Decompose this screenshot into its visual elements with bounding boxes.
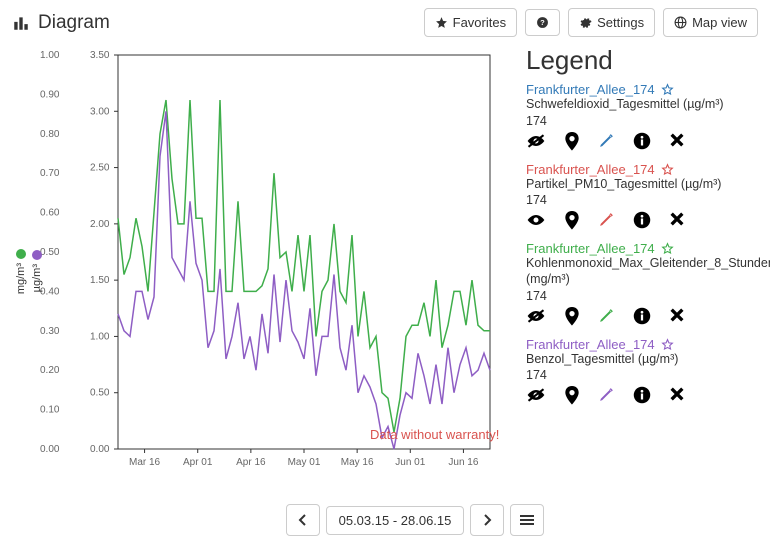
pencil-icon[interactable] — [598, 307, 615, 324]
eye-off-icon[interactable] — [526, 307, 546, 325]
y-axis-right-mini: µg/m³ — [28, 45, 46, 498]
svg-text:Apr 01: Apr 01 — [183, 457, 213, 468]
date-navigator: 05.03.15 - 28.06.15 — [12, 504, 758, 536]
svg-text:2.50: 2.50 — [90, 163, 110, 174]
svg-text:May 16: May 16 — [341, 457, 374, 468]
svg-text:3.00: 3.00 — [90, 106, 110, 117]
star-outline-icon[interactable] — [661, 338, 674, 351]
close-icon[interactable] — [669, 211, 685, 227]
legend-station-link[interactable]: Frankfurter_Allee_174 — [526, 337, 655, 352]
svg-text:0.50: 0.50 — [90, 388, 110, 399]
svg-text:1.50: 1.50 — [90, 275, 110, 286]
page-title: Diagram — [12, 12, 110, 34]
legend-item: Frankfurter_Allee_174 Benzol_Tagesmittel… — [526, 337, 744, 407]
date-range[interactable]: 05.03.15 - 28.06.15 — [326, 506, 465, 535]
pin-icon[interactable] — [564, 307, 580, 327]
close-icon[interactable] — [669, 386, 685, 402]
title-text: Diagram — [38, 12, 110, 34]
star-outline-icon[interactable] — [661, 242, 674, 255]
eye-icon[interactable] — [526, 211, 546, 229]
globe-icon — [674, 16, 687, 29]
star-icon — [435, 16, 448, 29]
svg-text:2.00: 2.00 — [90, 219, 110, 230]
help-button[interactable]: ? — [525, 9, 560, 36]
star-outline-icon[interactable] — [661, 163, 674, 176]
info-icon[interactable] — [633, 132, 651, 150]
legend-item: Frankfurter_Allee_174 Schwefeldioxid_Tag… — [526, 82, 744, 152]
star-outline-icon[interactable] — [661, 83, 674, 96]
pin-icon[interactable] — [564, 211, 580, 231]
list-button[interactable] — [510, 504, 544, 536]
pin-icon[interactable] — [564, 386, 580, 406]
gear-icon — [579, 16, 592, 29]
legend-code: 174 — [526, 289, 744, 303]
toolbar: Diagram Favorites ? Settings Map view — [12, 8, 758, 37]
help-icon: ? — [536, 16, 549, 29]
svg-text:3.50: 3.50 — [90, 50, 110, 61]
pin-icon[interactable] — [564, 132, 580, 152]
favorites-label: Favorites — [453, 15, 506, 30]
legend-code: 174 — [526, 114, 744, 128]
legend-station-link[interactable]: Frankfurter_Allee_174 — [526, 82, 655, 97]
svg-text:May 01: May 01 — [288, 457, 321, 468]
y-right-unit: µg/m³ — [31, 264, 43, 292]
eye-off-icon[interactable] — [526, 386, 546, 404]
close-icon[interactable] — [669, 132, 685, 148]
eye-off-icon[interactable] — [526, 132, 546, 150]
svg-text:?: ? — [540, 18, 545, 27]
settings-label: Settings — [597, 15, 644, 30]
svg-text:Data without warranty!: Data without warranty! — [370, 427, 499, 442]
pencil-icon[interactable] — [598, 386, 615, 403]
svg-text:1.00: 1.00 — [90, 331, 110, 342]
info-icon[interactable] — [633, 386, 651, 404]
svg-text:Jun 01: Jun 01 — [395, 457, 425, 468]
legend-code: 174 — [526, 368, 744, 382]
series-dot-green — [16, 249, 26, 259]
legend-param: Schwefeldioxid_Tagesmittel (µg/m³) — [526, 97, 744, 113]
svg-text:Jun 16: Jun 16 — [448, 457, 478, 468]
chevron-left-icon — [298, 514, 308, 526]
legend-param: Benzol_Tagesmittel (µg/m³) — [526, 352, 744, 368]
mapview-label: Map view — [692, 15, 747, 30]
legend-code: 174 — [526, 193, 744, 207]
svg-text:Mar 16: Mar 16 — [129, 457, 161, 468]
legend-station-link[interactable]: Frankfurter_Allee_174 — [526, 162, 655, 177]
close-icon[interactable] — [669, 307, 685, 323]
chevron-right-icon — [482, 514, 492, 526]
chart-icon — [12, 14, 30, 32]
legend-param: Kohlenmonoxid_Max_Gleitender_8_Stundenwe… — [526, 256, 744, 287]
next-button[interactable] — [470, 504, 504, 536]
svg-text:Apr 16: Apr 16 — [236, 457, 266, 468]
legend: Legend Frankfurter_Allee_174 Schwefeldio… — [520, 45, 744, 498]
chart-svg: 0.000.100.200.300.400.500.600.700.800.90… — [30, 45, 500, 483]
favorites-button[interactable]: Favorites — [424, 8, 517, 37]
legend-param: Partikel_PM10_Tagesmittel (µg/m³) — [526, 177, 744, 193]
legend-item: Frankfurter_Allee_174 Partikel_PM10_Tage… — [526, 162, 744, 232]
legend-title: Legend — [526, 45, 744, 76]
pencil-icon[interactable] — [598, 132, 615, 149]
chart-area: 0.000.100.200.300.400.500.600.700.800.90… — [30, 45, 500, 498]
legend-station-link[interactable]: Frankfurter_Allee_174 — [526, 241, 655, 256]
list-icon — [520, 514, 534, 526]
svg-text:0.00: 0.00 — [90, 444, 110, 455]
settings-button[interactable]: Settings — [568, 8, 655, 37]
info-icon[interactable] — [633, 211, 651, 229]
mapview-button[interactable]: Map view — [663, 8, 758, 37]
y-left-unit: mg/m³ — [15, 263, 27, 294]
legend-item: Frankfurter_Allee_174 Kohlenmonoxid_Max_… — [526, 241, 744, 326]
prev-button[interactable] — [286, 504, 320, 536]
pencil-icon[interactable] — [598, 211, 615, 228]
info-icon[interactable] — [633, 307, 651, 325]
series-dot-purple — [32, 250, 42, 260]
